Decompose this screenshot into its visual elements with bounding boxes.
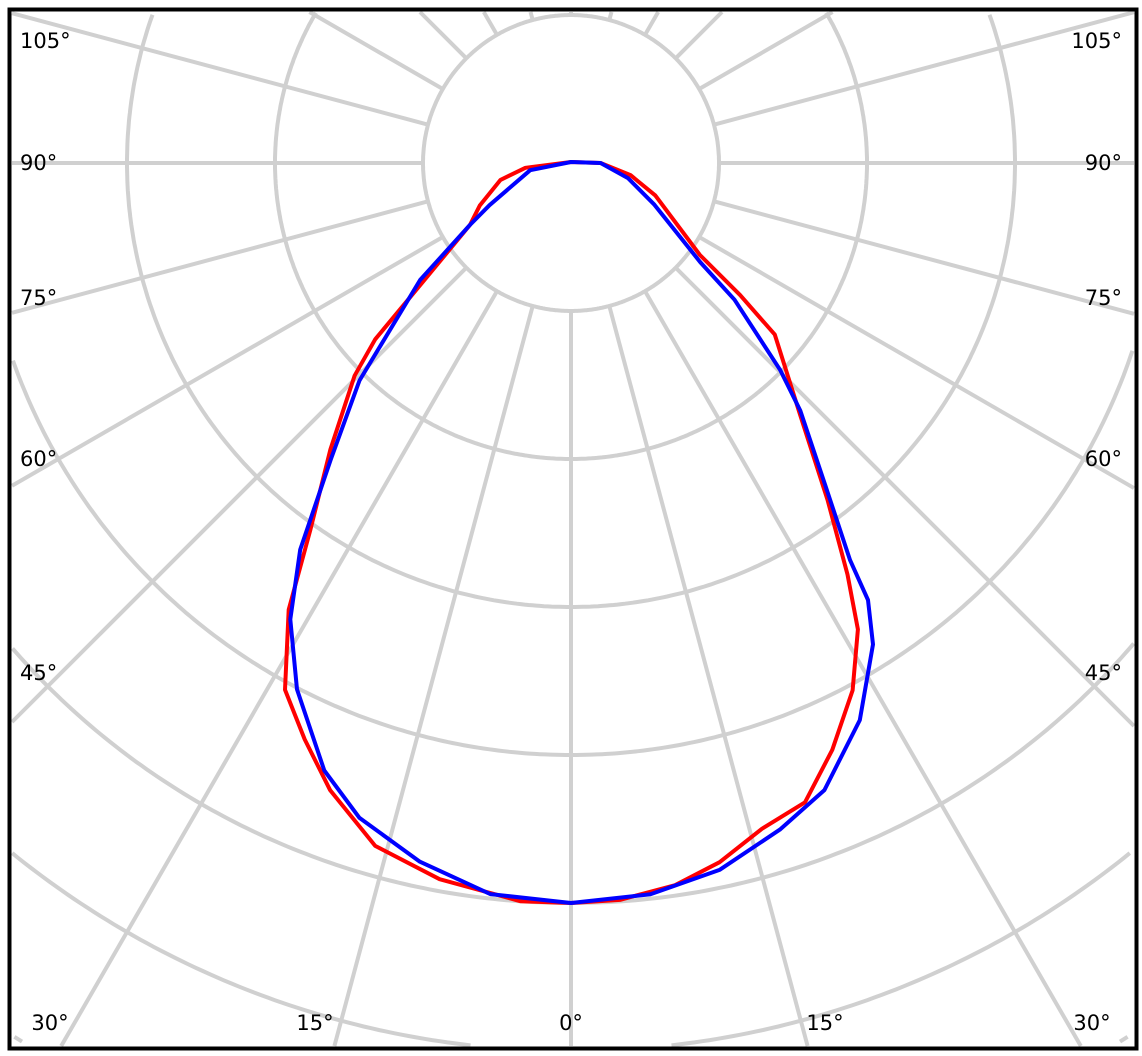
grid-spoke bbox=[482, 10, 499, 36]
grid-ring bbox=[571, 642, 1136, 905]
grid-spoke bbox=[418, 10, 468, 60]
frame-border bbox=[7, 7, 1139, 1051]
angle-label-bottom-30-left: 30° bbox=[31, 1011, 68, 1035]
grid-ring bbox=[571, 350, 1135, 757]
grid-spoke bbox=[308, 10, 444, 91]
angle-label-right-105: 105° bbox=[1071, 29, 1122, 53]
grid-spoke bbox=[674, 266, 1136, 728]
angle-label-left-60: 60° bbox=[20, 447, 57, 471]
angle-label-right-60: 60° bbox=[1085, 447, 1122, 471]
angle-label-left-105: 105° bbox=[20, 29, 71, 53]
angle-label-bottom-15-right: 15° bbox=[806, 1011, 843, 1035]
grid-spoke bbox=[528, 11, 535, 21]
grid-spoke bbox=[698, 235, 1135, 490]
grid bbox=[10, 10, 1136, 1048]
angle-label-left-90: 90° bbox=[20, 151, 57, 175]
series-curve-1 bbox=[288, 160, 875, 905]
grid-ring bbox=[125, 14, 571, 609]
grid-spoke bbox=[643, 290, 1083, 1048]
grid-spoke bbox=[332, 305, 535, 1047]
angle-label-left-75: 75° bbox=[20, 286, 57, 310]
angle-label-bottom-15-left: 15° bbox=[296, 1011, 333, 1035]
angle-label-bottom-0: 0° bbox=[559, 1011, 583, 1035]
grid-ring bbox=[11, 647, 571, 905]
grid-ring bbox=[13, 1035, 24, 1044]
grid-spoke bbox=[10, 266, 468, 724]
angle-label-left-45: 45° bbox=[20, 661, 57, 685]
grid-spoke bbox=[11, 11, 429, 127]
grid-spoke bbox=[607, 305, 810, 1047]
grid-spoke bbox=[698, 10, 834, 91]
grid-spoke bbox=[11, 235, 444, 488]
grid-ring bbox=[11, 359, 571, 757]
grid-spoke bbox=[674, 10, 724, 60]
grid-ring bbox=[571, 14, 1017, 609]
angle-label-right-45: 45° bbox=[1085, 661, 1122, 685]
series-curve-0 bbox=[283, 160, 860, 905]
angle-label-right-90: 90° bbox=[1085, 151, 1122, 175]
grid-spoke bbox=[11, 199, 429, 315]
grid-spoke bbox=[643, 11, 660, 36]
grid-spoke bbox=[713, 199, 1135, 316]
grid-ring bbox=[671, 851, 1132, 1048]
angle-label-right-75: 75° bbox=[1085, 286, 1122, 310]
angle-label-bottom-30-right: 30° bbox=[1073, 1011, 1110, 1035]
grid-ring bbox=[1118, 1035, 1129, 1044]
grid-spoke bbox=[607, 11, 614, 21]
grid-spoke bbox=[713, 10, 1135, 127]
curves bbox=[283, 160, 875, 905]
grid-ring bbox=[10, 851, 471, 1048]
grid-spoke bbox=[59, 290, 499, 1047]
